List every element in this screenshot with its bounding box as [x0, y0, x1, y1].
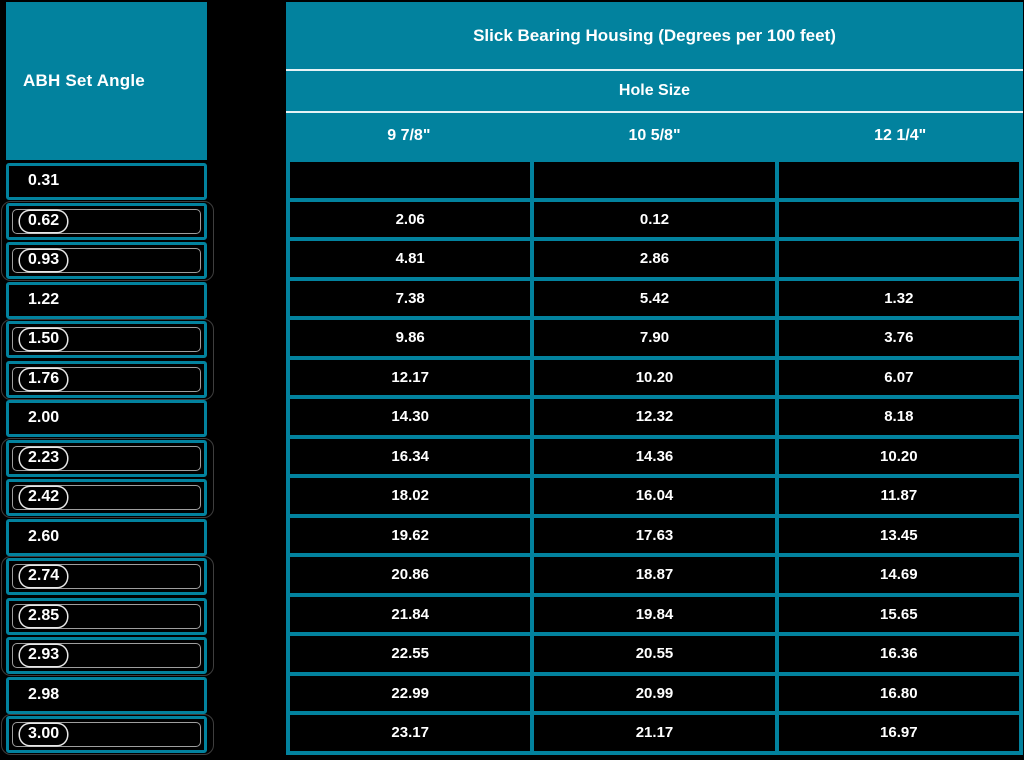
abh-angle-link[interactable]: 2.85 [20, 606, 67, 627]
abh-angle-link[interactable]: 0.93 [20, 250, 67, 271]
abh-angle-link-group: 2.74 2.85 2.93 [1, 556, 214, 676]
column-header: 12 1/4" [874, 126, 927, 144]
abh-angle-link[interactable]: 2.42 [20, 487, 67, 508]
data-cell: 21.84 [290, 596, 531, 632]
abh-angle-row[interactable]: 0.93 [6, 242, 207, 279]
abh-angle-link-group: 3.00 [1, 714, 214, 755]
data-cell: 7.38 [290, 280, 531, 316]
right-table-header: Slick Bearing Housing (Degrees per 100 f… [286, 2, 1023, 158]
data-cell: 13.45 [778, 517, 1019, 553]
abh-set-angle-label: ABH Set Angle [23, 71, 145, 90]
column-header: 10 5/8" [628, 126, 681, 144]
data-cell: 14.30 [290, 399, 531, 435]
hole-size-label: Hole Size [618, 82, 691, 99]
data-cell: 4.81 [290, 241, 531, 277]
table-title: Slick Bearing Housing (Degrees per 100 f… [286, 2, 1023, 71]
abh-angle-value: 2.00 [28, 409, 60, 426]
data-cell: 10.20 [534, 359, 775, 395]
abh-angle-row[interactable]: 1.76 [6, 360, 207, 398]
data-cell: 19.62 [290, 517, 531, 553]
abh-angle-link[interactable]: 1.76 [20, 369, 67, 390]
abh-angle-row: 2.00 [6, 400, 207, 437]
data-grid: 2.06 0.12 4.81 2.86 7.38 5.42 1.32 9.86 7.90 3.76… [286, 158, 1023, 755]
data-cell: 16.97 [778, 715, 1019, 751]
column-headers: 9 7/8" 10 5/8" 12 1/4" [286, 113, 1023, 158]
abh-set-angle-header: ABH Set Angle [6, 2, 207, 160]
data-cell [778, 241, 1019, 277]
abh-set-angle-table: ABH Set Angle 0.31 0.62 0.93 1.22 1.50 1.76 2.… [1, 2, 214, 755]
data-cell: 8.18 [778, 399, 1019, 435]
data-cell: 18.02 [290, 478, 531, 514]
data-cell [534, 162, 775, 198]
abh-angle-link[interactable]: 2.93 [20, 645, 67, 666]
abh-angle-row: 2.60 [6, 518, 207, 556]
data-cell: 10.20 [778, 438, 1019, 474]
hole-size-header: Hole Size [286, 71, 1023, 113]
data-cell: 18.87 [534, 557, 775, 593]
data-cell [778, 201, 1019, 237]
abh-angle-row: 0.31 [6, 163, 207, 200]
abh-angle-row[interactable]: 2.74 [6, 558, 207, 595]
abh-angle-link[interactable]: 2.74 [20, 566, 67, 587]
table-title-text: Slick Bearing Housing (Degrees per 100 f… [473, 25, 836, 45]
data-cell: 9.86 [290, 320, 531, 356]
data-cell: 0.12 [534, 201, 775, 237]
data-cell: 20.86 [290, 557, 531, 593]
abh-angle-row[interactable]: 2.85 [6, 597, 207, 635]
data-cell: 15.65 [778, 596, 1019, 632]
data-cell: 16.36 [778, 636, 1019, 672]
abh-angle-value: 1.22 [28, 290, 60, 308]
abh-angle-value: 2.60 [28, 527, 60, 545]
data-cell: 5.42 [534, 280, 775, 316]
abh-angle-row[interactable]: 2.42 [6, 479, 207, 516]
abh-angle-link-group: 2.23 2.42 [1, 437, 214, 518]
data-cell: 19.84 [534, 596, 775, 632]
data-cell: 14.36 [534, 438, 775, 474]
data-cell: 2.06 [290, 201, 531, 237]
abh-angle-link[interactable]: 3.00 [20, 724, 67, 745]
abh-angle-row: 2.98 [6, 676, 207, 714]
data-cell: 20.55 [534, 636, 775, 672]
data-cell: 17.63 [534, 517, 775, 553]
data-cell: 16.80 [778, 675, 1019, 711]
data-cell: 22.99 [290, 675, 531, 711]
abh-angle-link[interactable]: 0.62 [20, 211, 67, 232]
abh-angle-row[interactable]: 2.93 [6, 637, 207, 674]
abh-angle-row[interactable]: 2.23 [6, 439, 207, 477]
abh-angle-row[interactable]: 1.50 [6, 321, 207, 358]
data-cell: 16.34 [290, 438, 531, 474]
abh-angle-row[interactable]: 3.00 [6, 716, 207, 753]
data-cell: 12.32 [534, 399, 775, 435]
abh-angle-rows: 0.31 0.62 0.93 1.22 1.50 1.76 2.00 2.23 2.42 2.60… [1, 163, 214, 755]
abh-angle-row[interactable]: 0.62 [6, 202, 207, 240]
data-cell: 20.99 [534, 675, 775, 711]
column-header: 9 7/8" [387, 126, 431, 144]
data-cell: 11.87 [778, 478, 1019, 514]
abh-angle-row: 1.22 [6, 281, 207, 319]
data-cell: 16.04 [534, 478, 775, 514]
data-cell [290, 162, 531, 198]
data-cell: 2.86 [534, 241, 775, 277]
data-cell: 1.32 [778, 280, 1019, 316]
abh-angle-link[interactable]: 2.23 [20, 448, 67, 469]
data-cell: 6.07 [778, 359, 1019, 395]
data-cell: 7.90 [534, 320, 775, 356]
data-cell [778, 162, 1019, 198]
data-cell: 12.17 [290, 359, 531, 395]
abh-angle-value: 2.98 [28, 685, 60, 703]
data-cell: 14.69 [778, 557, 1019, 593]
abh-angle-value: 0.31 [28, 172, 60, 189]
abh-angle-link-group: 0.62 0.93 [1, 200, 214, 281]
data-cell: 22.55 [290, 636, 531, 672]
data-cell: 23.17 [290, 715, 531, 751]
data-cell: 21.17 [534, 715, 775, 751]
data-cell: 3.76 [778, 320, 1019, 356]
slick-bearing-housing-table: Slick Bearing Housing (Degrees per 100 f… [286, 2, 1023, 755]
abh-angle-link-group: 1.50 1.76 [1, 319, 214, 399]
abh-angle-link[interactable]: 1.50 [20, 329, 67, 350]
